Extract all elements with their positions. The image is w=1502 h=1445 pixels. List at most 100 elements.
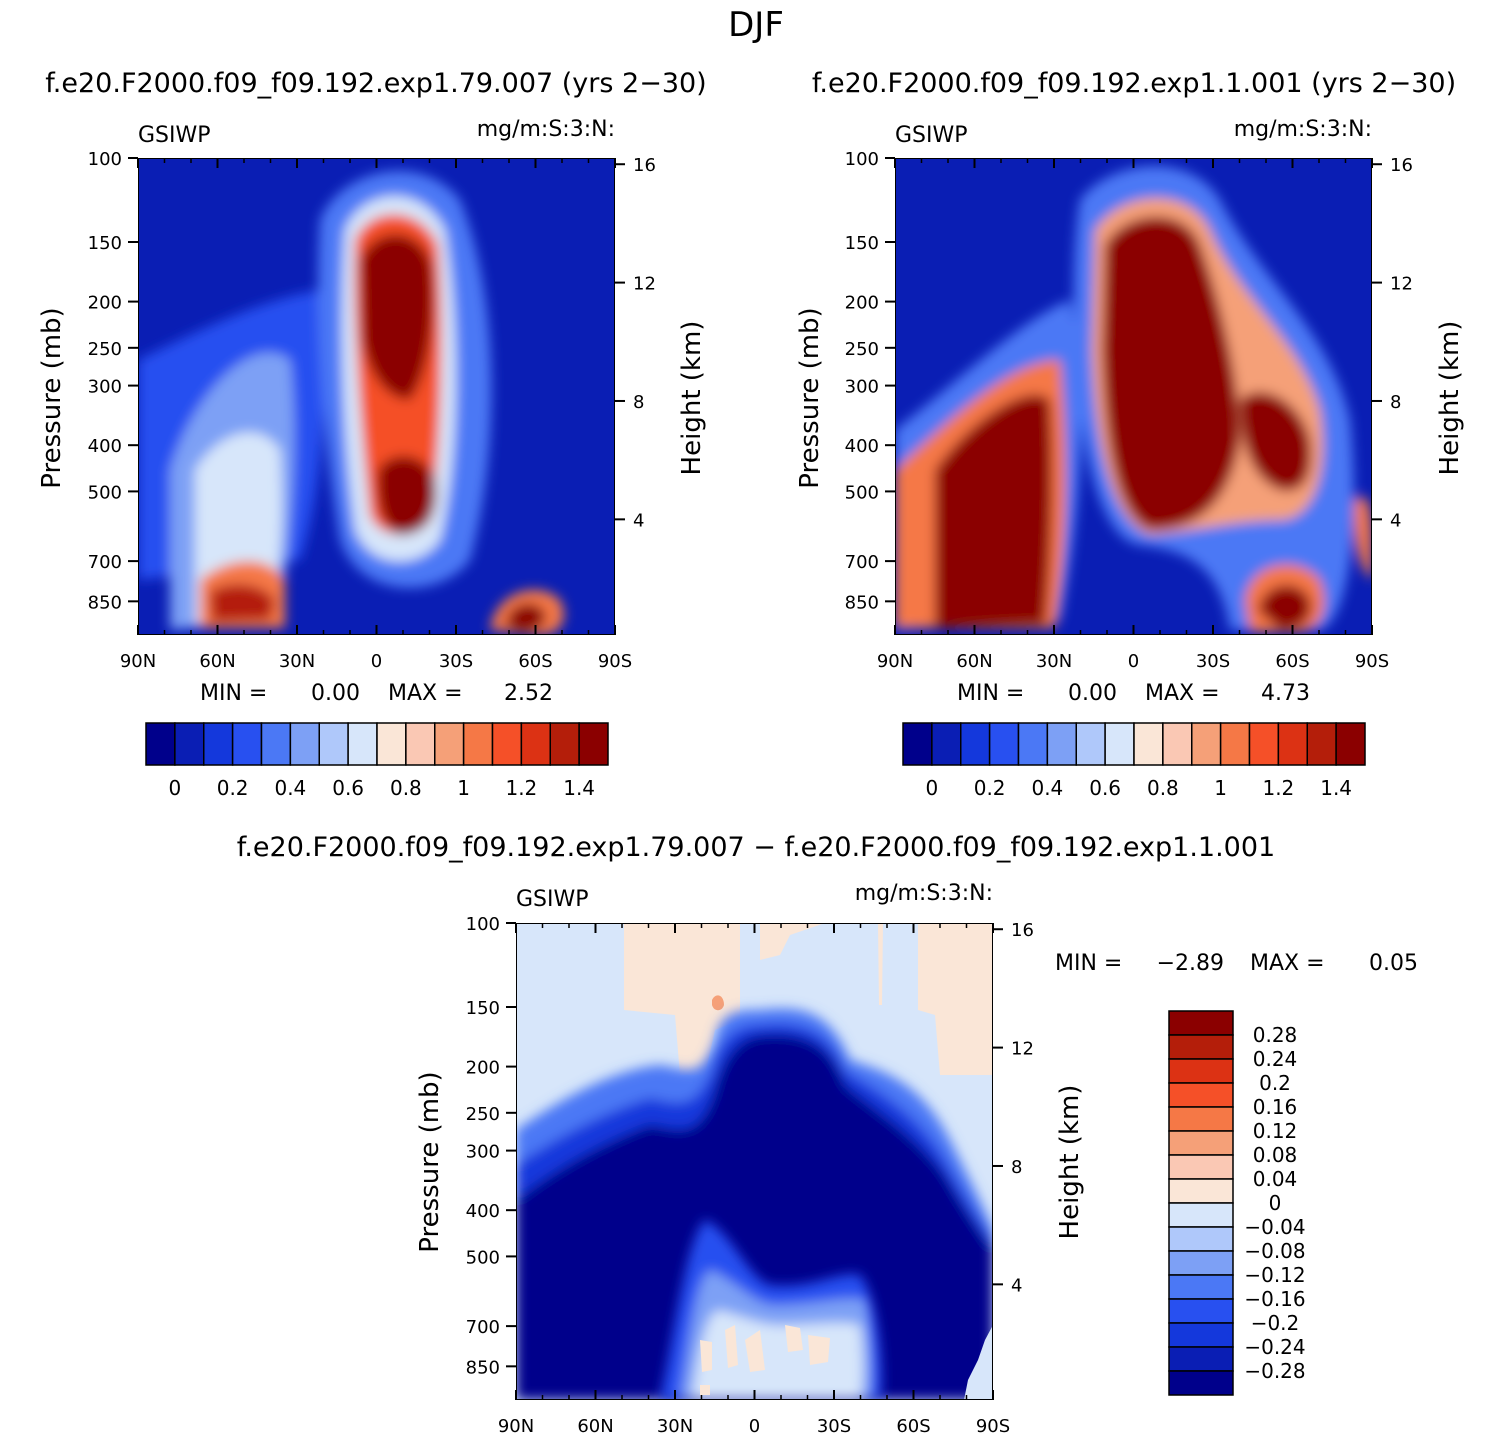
field-contour (808, 1335, 830, 1365)
max-label: MAX = (388, 681, 463, 706)
colorbar-label: 0.8 (390, 776, 422, 800)
y-tick-label: 500 (88, 482, 122, 503)
field-contour (785, 1325, 803, 1352)
colorbar-swatch (1277, 722, 1308, 766)
axis-ticks: 90N 60N 30N 0 30S 60S 90S 100 150 200 250 300 400 50… (88, 149, 656, 672)
x-tick-label: 0 (749, 1416, 760, 1437)
colorbar-swatch (145, 722, 176, 766)
panel-left: GSIWP mg/m:S:3:N: 90N 60N 30N 0 30S 60S 90S (37, 117, 707, 800)
y-right-tick-label: 4 (1390, 510, 1401, 531)
x-tick-label: 30N (1036, 651, 1072, 672)
colorbar-swatch (1168, 1154, 1234, 1180)
colorbar-swatch (491, 722, 523, 766)
field-contour (360, 234, 434, 400)
y-axis-right-label: Height (km) (1435, 321, 1465, 476)
y-right-tick-label: 16 (633, 155, 656, 176)
x-tick-label: 60S (896, 1416, 930, 1437)
colorbar-label: 0.08 (1253, 1143, 1298, 1167)
field-contour (1258, 585, 1311, 630)
colorbar-swatch (1168, 1322, 1234, 1348)
colorbar-swatch (1248, 722, 1280, 766)
colorbar: 0.280.240.20.160.120.080.040−0.04−0.08−0… (1168, 1010, 1306, 1396)
field-contour (878, 923, 883, 1005)
colorbar-label: −0.08 (1244, 1239, 1305, 1263)
colorbar-swatch (1335, 722, 1366, 766)
colorbar-swatch (549, 722, 580, 766)
colorbar-swatch (1168, 1178, 1234, 1204)
field-contour (505, 603, 546, 632)
colorbar-swatch (1168, 1130, 1234, 1156)
colorbar-swatch (1168, 1250, 1234, 1276)
x-tick-label: 90N (498, 1416, 534, 1437)
x-tick-label: 60N (577, 1416, 613, 1437)
colorbar-label: 1 (457, 776, 470, 800)
y-tick-label: 700 (845, 552, 879, 573)
panel-variable-label: GSIWP (895, 123, 968, 148)
field-contour (760, 923, 825, 960)
x-tick-label: 90N (877, 651, 913, 672)
colorbar-swatch (931, 722, 962, 766)
y-tick-label: 850 (466, 1357, 500, 1378)
top-right-title: f.e20.F2000.f09_f09.192.exp1.1.001 (yrs … (812, 68, 1456, 99)
y-tick-label: 200 (466, 1058, 500, 1079)
y-right-tick-label: 4 (1011, 1275, 1022, 1296)
min-label: MIN = (200, 681, 267, 706)
max-label: MAX = (1145, 681, 1220, 706)
min-value: −2.89 (1157, 951, 1224, 976)
colorbar-swatch (203, 722, 234, 766)
y-tick-label: 400 (88, 436, 122, 457)
main-title: DJF (728, 5, 784, 45)
colorbar-swatch (376, 722, 407, 766)
field-contour (712, 995, 724, 1011)
y-axis-label: Pressure (mb) (415, 1071, 445, 1252)
field-contour (1102, 216, 1240, 530)
colorbar-label: 0.16 (1253, 1095, 1298, 1119)
y-tick-label: 400 (466, 1201, 500, 1222)
colorbar-swatch (1168, 1106, 1234, 1132)
heatmap-field (895, 158, 1372, 635)
colorbar-swatch (1168, 1226, 1234, 1252)
colorbar-swatch (1191, 722, 1222, 766)
y-tick-label: 200 (845, 293, 879, 314)
panel-right: GSIWP mg/m:S:3:N: 90N 60N 30N 0 30S 60S 90S 10… (795, 117, 1465, 800)
x-tick-label: 30S (1196, 651, 1230, 672)
colorbar-label: 0.6 (332, 776, 364, 800)
y-axis-right-label: Height (km) (1055, 1085, 1085, 1240)
colorbar-swatch (462, 722, 494, 766)
field-contour (725, 1325, 738, 1368)
colorbar-label: −0.12 (1244, 1263, 1305, 1287)
panel-difference: GSIWP mg/m:S:3:N: (415, 881, 1418, 1437)
y-right-tick-label: 16 (1011, 920, 1034, 941)
panel-units-label: mg/m:S:3:N: (1234, 117, 1372, 142)
y-tick-label: 250 (88, 339, 122, 360)
field-contour (377, 456, 436, 535)
colorbar-swatch (1168, 1058, 1234, 1084)
colorbar-swatch (960, 722, 991, 766)
y-tick-label: 150 (88, 233, 122, 254)
colorbar-swatch (1168, 1082, 1234, 1108)
y-axis-label: Pressure (mb) (795, 307, 825, 488)
colorbar-label: 1.2 (1262, 776, 1294, 800)
y-tick-label: 850 (88, 592, 122, 613)
panel-variable-label: GSIWP (138, 123, 211, 148)
y-tick-label: 100 (88, 149, 122, 170)
y-tick-label: 150 (466, 998, 500, 1019)
y-tick-label: 700 (466, 1317, 500, 1338)
x-tick-label: 30N (279, 651, 315, 672)
y-right-tick-label: 8 (633, 392, 644, 413)
colorbar-swatch (1046, 722, 1077, 766)
heatmap-field (516, 923, 993, 1400)
y-tick-label: 300 (88, 377, 122, 398)
y-tick-label: 300 (466, 1142, 500, 1163)
x-tick-label: 60S (518, 651, 552, 672)
x-tick-label: 30S (439, 651, 473, 672)
axis-ticks: 90N 60N 30N 0 30S 60S 90S 100 150 200 250 300 400 50… (845, 149, 1413, 672)
y-right-tick-label: 12 (1011, 1039, 1034, 1060)
panel-units-label: mg/m:S:3:N: (855, 881, 993, 906)
colorbar-label: 0 (926, 776, 939, 800)
colorbar-swatch (1168, 1034, 1234, 1060)
colorbar-label: 1.2 (505, 776, 537, 800)
colorbar-label: −0.16 (1244, 1287, 1305, 1311)
colorbar-swatch (520, 722, 551, 766)
y-right-tick-label: 4 (633, 510, 644, 531)
